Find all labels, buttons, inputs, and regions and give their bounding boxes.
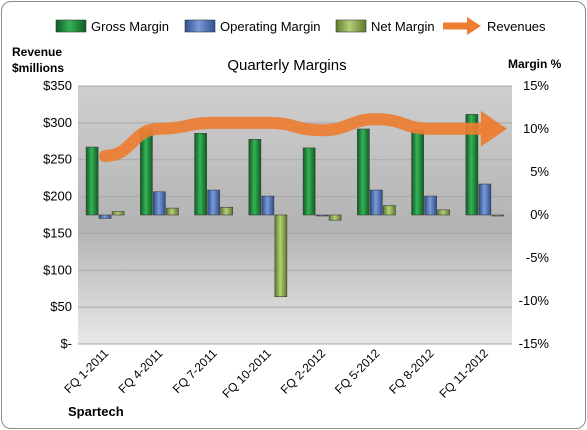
bar-operating-margin-fq-5-2012: [370, 189, 383, 216]
right-tick-label: 5%: [530, 164, 549, 179]
bar-gross-margin-fq-5-2012: [357, 128, 370, 216]
left-axis-label-line1: Revenue: [12, 45, 62, 59]
left-tick-label: $300: [43, 115, 72, 130]
x-tick-label: FQ 11-2012: [436, 346, 491, 401]
x-tick-label: FQ 2-2012: [278, 346, 329, 397]
bar-net-margin-fq-5-2012: [383, 205, 396, 216]
revenue-line-group: [99, 110, 507, 163]
legend-swatch-operating-margin: [184, 19, 216, 33]
left-tick-label: $350: [43, 78, 72, 93]
legend-label-operating-margin: Operating Margin: [220, 19, 320, 34]
legend-swatch-gross-margin: [55, 19, 87, 33]
right-axis-label: Margin %: [508, 57, 562, 71]
bar-operating-margin-fq-2-2012: [315, 214, 329, 217]
bar-gross-margin-fq-10-2011: [248, 139, 262, 216]
bar-gross-margin-fq-8-2012: [411, 129, 424, 216]
x-tick-label: FQ 4-2011: [116, 346, 166, 396]
bar-net-margin-fq-8-2012: [437, 209, 450, 216]
bar-gross-margin-fq-2-2012: [302, 147, 316, 216]
bar-operating-margin-fq-11-2012: [478, 183, 492, 216]
bar-gross-margin-fq-11-2012: [465, 114, 479, 216]
right-tick-label: -5%: [526, 250, 550, 265]
right-tick-label: -15%: [519, 336, 550, 351]
legend-swatch-net-margin: [335, 19, 367, 33]
x-tick-label: FQ 8-2012: [386, 346, 437, 397]
bar-gross-margin-fq-7-2011: [194, 133, 207, 216]
legend: Gross Margin Operating Margin Net Margin Re…: [55, 17, 546, 35]
left-axis-label-line2: $millions: [12, 61, 64, 75]
legend-label-net-margin: Net Margin: [371, 19, 435, 34]
revenue-arrowhead: [480, 110, 507, 147]
bar-operating-margin-fq-4-2011: [153, 191, 166, 216]
chart-title: Quarterly Margins: [227, 57, 346, 74]
bar-net-margin-fq-4-2011: [166, 207, 179, 216]
company-label: Spartech: [68, 404, 124, 419]
bar-operating-margin-fq-10-2011: [261, 195, 275, 216]
legend-arrow-revenues: [467, 17, 481, 35]
left-tick-label: $200: [43, 189, 72, 204]
bar-net-margin-fq-11-2012: [491, 214, 505, 217]
bar-net-margin-fq-10-2011: [274, 214, 288, 297]
right-tick-label: 0%: [530, 207, 549, 222]
left-tick-label: $100: [43, 262, 72, 277]
bar-operating-margin-fq-8-2012: [424, 195, 437, 216]
right-tick-label: -10%: [519, 293, 550, 308]
bar-operating-margin-fq-1-2011: [98, 214, 112, 219]
bar-gross-margin-fq-4-2011: [140, 128, 153, 216]
x-tick-label: FQ 7-2011: [170, 346, 220, 396]
x-tick-label: FQ 10-2011: [219, 346, 274, 401]
legend-label-gross-margin: Gross Margin: [91, 19, 169, 34]
left-axis-ticks: $- $50 $100 $150 $200 $250 $300 $350: [43, 78, 72, 351]
bar-operating-margin-fq-7-2011: [207, 189, 220, 216]
bar-net-margin-fq-1-2011: [111, 211, 125, 216]
x-axis-ticks: FQ 1-2011 FQ 4-2011 FQ 7-2011 FQ 10-2011 FQ …: [61, 346, 491, 401]
left-tick-label: $250: [43, 152, 72, 167]
left-tick-label: $50: [50, 299, 72, 314]
bar-net-margin-fq-7-2011: [220, 206, 233, 216]
right-axis-ticks: -15% -10% -5% 0% 5% 10% 15%: [519, 78, 550, 351]
right-tick-label: 15%: [523, 78, 549, 93]
bar-net-margin-fq-2-2012: [328, 214, 342, 221]
left-tick-label: $-: [60, 336, 72, 351]
bars: [85, 114, 505, 297]
right-tick-label: 10%: [523, 121, 549, 136]
x-tick-label: FQ 5-2012: [332, 346, 383, 397]
legend-label-revenues: Revenues: [487, 19, 546, 34]
bar-gross-margin-fq-1-2011: [85, 146, 99, 216]
left-tick-label: $150: [43, 225, 72, 240]
x-tick-label: FQ 1-2011: [61, 346, 111, 396]
